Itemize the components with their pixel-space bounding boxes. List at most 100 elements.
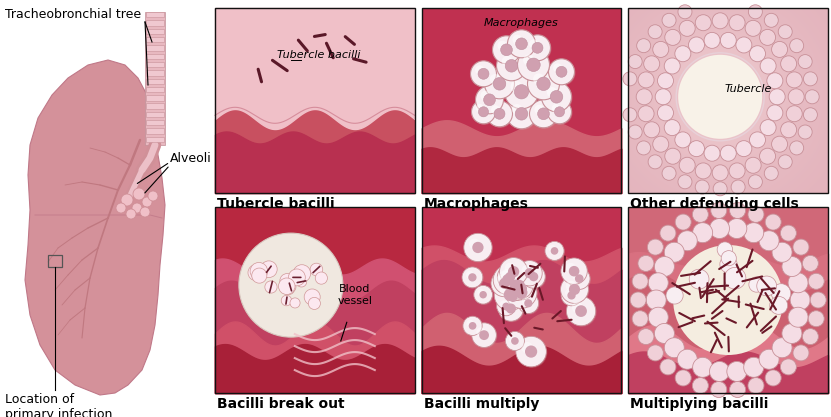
Circle shape [550, 90, 563, 103]
Circle shape [250, 262, 268, 280]
Circle shape [780, 359, 796, 375]
Circle shape [721, 251, 736, 266]
Bar [146, 20, 164, 26]
Circle shape [505, 76, 539, 110]
Circle shape [568, 291, 576, 299]
Circle shape [692, 357, 713, 377]
Circle shape [512, 278, 535, 301]
Circle shape [772, 41, 788, 58]
Circle shape [675, 370, 691, 386]
Circle shape [132, 203, 142, 213]
Circle shape [516, 337, 546, 367]
Circle shape [798, 55, 812, 68]
Circle shape [260, 261, 278, 278]
Circle shape [479, 107, 489, 117]
Bar [215, 8, 415, 193]
Bar [421, 8, 622, 193]
Circle shape [760, 120, 776, 136]
Circle shape [632, 273, 648, 289]
Circle shape [528, 68, 559, 100]
Circle shape [556, 66, 567, 77]
Circle shape [542, 82, 572, 112]
Circle shape [567, 296, 596, 326]
Circle shape [511, 276, 521, 287]
Circle shape [543, 83, 573, 113]
Circle shape [561, 276, 588, 304]
Circle shape [793, 239, 809, 255]
Bar [628, 8, 828, 193]
Circle shape [529, 39, 538, 48]
Circle shape [662, 13, 676, 27]
Circle shape [675, 214, 691, 230]
Circle shape [494, 108, 505, 119]
Circle shape [484, 69, 514, 99]
Circle shape [644, 122, 660, 138]
Circle shape [765, 13, 779, 27]
Bar [215, 207, 415, 393]
Circle shape [518, 284, 527, 293]
Circle shape [637, 141, 651, 155]
Circle shape [503, 271, 533, 301]
Circle shape [265, 281, 277, 293]
Circle shape [148, 191, 158, 201]
Circle shape [789, 39, 804, 53]
Circle shape [484, 94, 495, 106]
Circle shape [248, 265, 263, 281]
Circle shape [778, 155, 792, 169]
Circle shape [568, 297, 597, 327]
Bar [215, 8, 415, 193]
Circle shape [497, 297, 515, 316]
Text: Alveoli: Alveoli [170, 151, 212, 164]
Circle shape [524, 299, 533, 307]
Circle shape [638, 72, 654, 88]
Circle shape [727, 219, 747, 239]
Circle shape [678, 175, 692, 189]
Circle shape [623, 72, 637, 86]
Circle shape [499, 271, 510, 282]
Circle shape [471, 62, 498, 88]
Circle shape [485, 70, 515, 100]
Circle shape [765, 166, 779, 180]
Circle shape [504, 289, 523, 308]
Circle shape [628, 125, 642, 139]
Circle shape [744, 223, 764, 243]
Circle shape [282, 282, 295, 295]
Circle shape [121, 194, 133, 206]
Circle shape [666, 287, 683, 304]
Circle shape [632, 311, 648, 327]
Circle shape [494, 279, 526, 311]
Circle shape [510, 81, 523, 93]
Circle shape [638, 255, 654, 271]
Circle shape [507, 291, 514, 299]
Circle shape [281, 295, 292, 306]
Circle shape [647, 345, 663, 361]
Circle shape [793, 345, 809, 361]
Circle shape [712, 13, 728, 29]
Circle shape [548, 101, 573, 125]
Circle shape [513, 35, 522, 45]
Bar [146, 62, 164, 67]
Circle shape [805, 90, 819, 104]
Circle shape [495, 280, 527, 311]
Circle shape [280, 274, 294, 288]
Circle shape [517, 337, 548, 368]
Circle shape [757, 276, 776, 296]
Circle shape [477, 289, 484, 296]
Circle shape [502, 269, 512, 279]
Circle shape [809, 273, 824, 289]
Circle shape [628, 55, 642, 68]
Circle shape [572, 302, 583, 313]
Circle shape [526, 269, 535, 278]
Circle shape [506, 281, 516, 290]
Circle shape [472, 242, 484, 253]
Circle shape [488, 102, 514, 128]
Text: Bacilli multiply: Bacilli multiply [424, 397, 539, 411]
Circle shape [648, 155, 662, 169]
Circle shape [508, 100, 538, 130]
Circle shape [660, 225, 676, 241]
Bar [146, 45, 164, 50]
Circle shape [748, 378, 764, 394]
Circle shape [780, 225, 796, 241]
Circle shape [771, 284, 791, 303]
Circle shape [308, 297, 321, 309]
